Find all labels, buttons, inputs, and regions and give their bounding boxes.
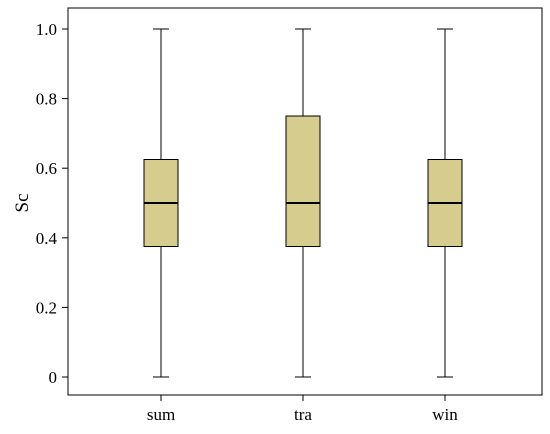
x-tick-label: sum [147, 405, 175, 424]
y-axis-title: Sc [12, 194, 33, 213]
plot-frame [67, 7, 543, 396]
x-tick-label: win [432, 405, 458, 424]
x-tick-label: tra [294, 405, 312, 424]
y-tick-label: 0.8 [36, 90, 57, 109]
y-tick-label: 0 [49, 368, 58, 387]
box-sum [143, 28, 179, 378]
box-win [427, 28, 463, 378]
y-axis-ticks: 0 0.2 0.4 0.6 0.8 1.0 [36, 20, 68, 387]
box-tra [285, 28, 321, 378]
y-tick-label: 1.0 [36, 20, 57, 39]
y-tick-label: 0.2 [36, 298, 57, 317]
iqr-box [285, 115, 321, 247]
box-group [143, 28, 463, 378]
y-tick-label: 0.4 [36, 229, 58, 248]
x-axis-labels: sum tra win [147, 395, 458, 424]
y-tick-label: 0.6 [36, 159, 57, 178]
